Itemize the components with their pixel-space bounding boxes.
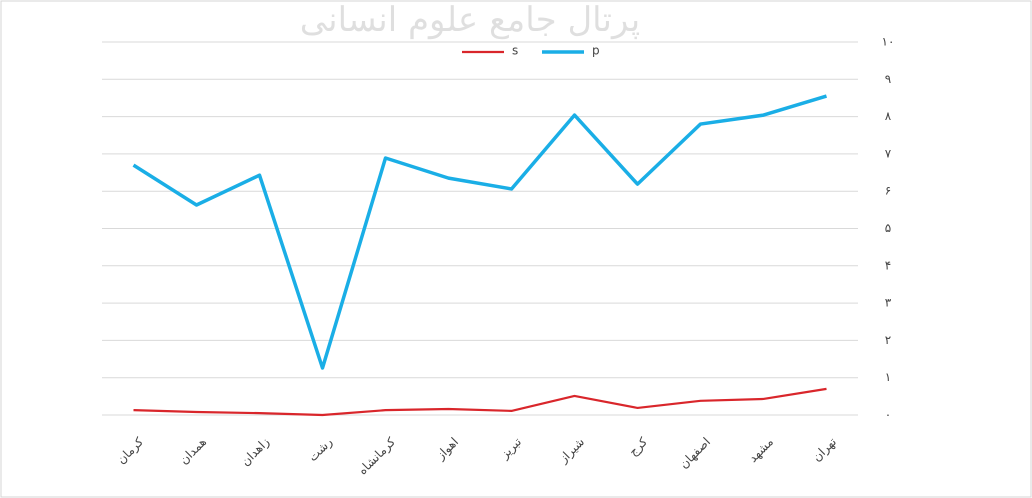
watermark: پرتال جامع علوم انسانی — [300, 0, 640, 40]
y-tick-label: ۴ — [885, 258, 891, 272]
y-tick-label: ۱۰ — [882, 35, 895, 49]
series-line — [133, 387, 827, 417]
y-tick-label: ۶ — [885, 184, 891, 198]
legend-label: p — [592, 44, 600, 58]
y-tick-label: ۵ — [885, 221, 891, 235]
series-line — [132, 94, 828, 370]
y-tick-label: ۱ — [885, 370, 891, 384]
y-tick-label: ۲ — [885, 333, 891, 347]
y-tick-label: ۹ — [885, 72, 891, 86]
y-tick-label: ۳ — [885, 296, 892, 310]
y-tick-label: ۸ — [885, 109, 892, 123]
y-tick-label: ۰ — [885, 408, 891, 422]
y-tick-label: ۷ — [885, 146, 892, 160]
legend-label: s — [512, 44, 518, 58]
